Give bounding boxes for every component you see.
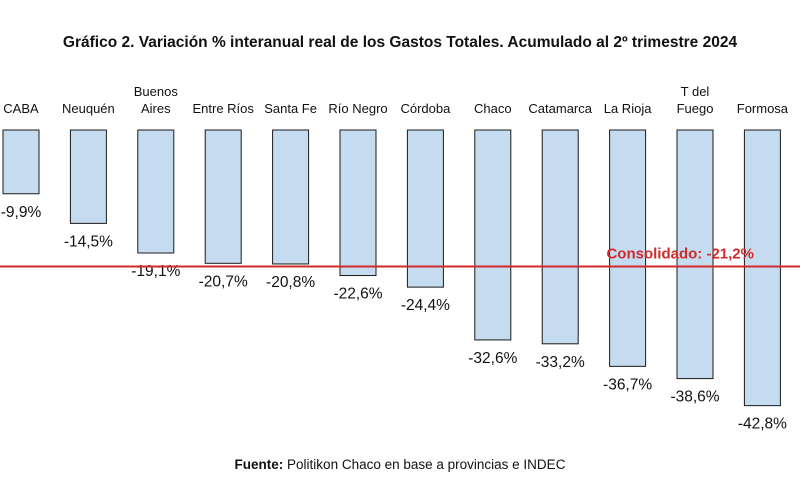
bar xyxy=(406,129,444,288)
category-label: La Rioja xyxy=(604,101,652,116)
source-note: Fuente: Politikon Chaco en base a provin… xyxy=(0,457,800,472)
bar xyxy=(609,129,647,367)
bar xyxy=(137,129,175,254)
category-label: Buenos Aires xyxy=(134,84,179,116)
value-label: -20,7% xyxy=(199,273,248,290)
value-label: -33,2% xyxy=(536,354,585,371)
bar xyxy=(743,129,781,407)
category-label: Río Negro xyxy=(328,101,387,116)
category-label: Entre Ríos xyxy=(192,101,254,116)
category-label: CABA xyxy=(3,101,39,116)
category-label: Formosa xyxy=(737,101,789,116)
consolidated-label: Consolidado: -21,2% xyxy=(606,246,754,263)
bar xyxy=(204,129,242,264)
bar xyxy=(272,129,310,265)
category-label: Catamarca xyxy=(528,101,592,116)
value-label: -20,8% xyxy=(266,274,315,291)
category-label: Neuquén xyxy=(62,101,115,116)
category-label: Chaco xyxy=(474,101,512,116)
value-label: -42,8% xyxy=(738,416,787,433)
value-label: -22,6% xyxy=(333,286,382,303)
bar xyxy=(69,129,107,224)
category-label: Córdoba xyxy=(400,101,451,116)
bar xyxy=(339,129,377,277)
value-label: -24,4% xyxy=(401,297,450,314)
category-label: T del Fuego xyxy=(677,84,714,116)
value-label: -32,6% xyxy=(468,350,517,367)
value-label: -9,9% xyxy=(1,204,42,221)
chart-title: Gráfico 2. Variación % interanual real d… xyxy=(62,34,738,51)
source-text: Politikon Chaco en base a provincias e I… xyxy=(287,457,566,472)
bar xyxy=(474,129,512,341)
value-label: -36,7% xyxy=(603,376,652,393)
value-label: -38,6% xyxy=(670,389,719,406)
source-label: Fuente: xyxy=(234,457,284,472)
bar-chart: CABA-9,9%Neuquén-14,5%Buenos Aires-19,1%E… xyxy=(0,84,800,433)
category-label: Santa Fe xyxy=(264,101,317,116)
bar xyxy=(541,129,579,345)
bar xyxy=(2,129,40,195)
value-label: -14,5% xyxy=(64,233,113,250)
bar xyxy=(676,129,714,380)
